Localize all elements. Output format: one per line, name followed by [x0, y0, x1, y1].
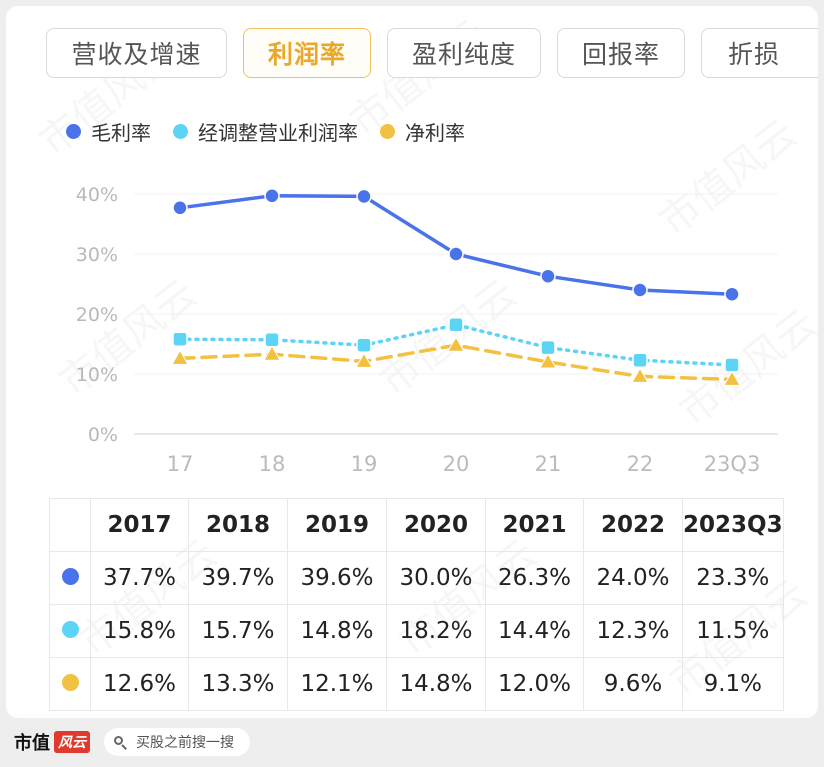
table-cell: 12.3%	[583, 604, 683, 658]
legend-net-margin-dot	[380, 123, 395, 139]
table-header-cell: 2017	[90, 498, 189, 552]
table-header-cell: 2019	[287, 498, 387, 552]
data-point	[172, 200, 188, 216]
y-tick-label: 40%	[76, 184, 118, 206]
table-cell: 15.7%	[188, 604, 288, 658]
legend-gross-margin-dot	[66, 123, 81, 139]
chart-card: 市值风云市值风云市值风云市值风云市值风云市值风云市值风云市值风云市值风云 营收及…	[6, 6, 818, 718]
table-cell: 15.8%	[90, 604, 189, 658]
legend-net-margin-label: 净利率	[405, 120, 465, 145]
data-point	[447, 336, 465, 352]
data-point	[172, 331, 188, 347]
row-marker	[49, 657, 91, 711]
table-cell: 12.6%	[90, 657, 189, 711]
row-marker	[49, 551, 91, 605]
data-point	[356, 337, 372, 353]
table-cell: 14.8%	[287, 604, 387, 658]
data-point	[632, 352, 648, 368]
table-row-adjusted-operating-margin: 15.8% 15.7% 14.8% 18.2% 14.4% 12.3% 11.5…	[49, 604, 784, 658]
table-header-cell: 2023Q3	[682, 498, 784, 552]
legend-gross-margin-label: 毛利率	[91, 120, 151, 145]
y-tick-label: 20%	[76, 304, 118, 326]
chart-legend: 毛利率 经调整营业利润率 净利率	[66, 116, 487, 146]
search-text: 买股之前搜一搜	[136, 735, 234, 751]
x-tick-label: 19	[351, 452, 378, 476]
table-header-row: 2017 2018 2019 2020 2021 2022 2023Q3	[49, 498, 784, 552]
y-tick-label: 0%	[88, 424, 118, 446]
data-point	[540, 339, 556, 356]
tab-revenue-growth[interactable]: 营收及增速	[46, 28, 227, 78]
data-point	[631, 367, 649, 383]
table-cell: 26.3%	[485, 551, 584, 605]
tab-bar: 营收及增速 利润率 盈利纯度 回报率 折损	[46, 28, 818, 84]
table-header-cell: 2020	[386, 498, 486, 552]
tab-return-rate[interactable]: 回报率	[557, 28, 685, 78]
adjusted-operating-margin-dot	[61, 621, 79, 638]
table-corner	[49, 498, 91, 552]
table-cell: 12.0%	[485, 657, 584, 711]
brand-logo[interactable]: 市值 风云	[14, 729, 90, 755]
data-point	[724, 286, 740, 302]
table-cell: 39.6%	[287, 551, 387, 605]
x-tick-label: 22	[627, 452, 654, 476]
net-margin-dot	[61, 674, 79, 691]
tab-depreciation[interactable]: 折损	[701, 28, 818, 78]
table-cell: 18.2%	[386, 604, 486, 658]
table-cell: 23.3%	[682, 551, 784, 605]
table-cell: 24.0%	[583, 551, 683, 605]
table-row-gross-margin: 37.7% 39.7% 39.6% 30.0% 26.3% 24.0% 23.3…	[49, 551, 784, 605]
brand-logo-mark: 风云	[54, 731, 90, 753]
data-point	[724, 357, 740, 373]
legend-adjusted-operating-margin-label: 经调整营业利润率	[198, 120, 358, 145]
data-table: 2017 2018 2019 2020 2021 2022 2023Q3 37.…	[49, 498, 784, 711]
data-point	[356, 188, 372, 205]
footer: 市值 风云 买股之前搜一搜	[14, 727, 250, 757]
x-tick-label: 23Q3	[704, 452, 761, 476]
table-header-cell: 2018	[188, 498, 288, 552]
legend-adjusted-operating-margin[interactable]: 经调整营业利润率	[173, 117, 358, 146]
data-point	[723, 370, 741, 386]
x-tick-label: 17	[167, 452, 194, 476]
data-point	[632, 282, 648, 298]
x-tick-label: 18	[259, 452, 286, 476]
row-marker	[49, 604, 91, 658]
line-chart: 0% 10% 20% 30% 40% 17 18 19 20 21 22 23Q3	[76, 184, 778, 476]
gross-margin-dot	[61, 568, 79, 585]
legend-gross-margin[interactable]: 毛利率	[66, 117, 151, 146]
table-row-net-margin: 12.6% 13.3% 12.1% 14.8% 12.0% 9.6% 9.1%	[49, 657, 784, 711]
x-tick-label: 20	[443, 452, 470, 476]
legend-net-margin[interactable]: 净利率	[380, 117, 465, 146]
tab-profit-margin[interactable]: 利润率	[243, 28, 371, 78]
table-cell: 14.4%	[485, 604, 584, 658]
table-cell: 14.8%	[386, 657, 486, 711]
brand-name: 市值	[14, 733, 50, 754]
search-icon	[114, 736, 127, 750]
data-point	[264, 332, 280, 348]
tab-profit-purity[interactable]: 盈利纯度	[387, 28, 541, 78]
y-tick-label: 30%	[76, 244, 118, 266]
series-line-0	[178, 194, 734, 296]
x-tick-label: 21	[535, 452, 562, 476]
table-cell: 9.1%	[682, 657, 784, 711]
table-cell: 12.1%	[287, 657, 387, 711]
table-header-cell: 2021	[485, 498, 584, 552]
data-point	[448, 246, 464, 262]
table-header-cell: 2022	[583, 498, 683, 552]
data-point	[263, 345, 281, 361]
data-point	[540, 268, 556, 284]
search-box[interactable]: 买股之前搜一搜	[104, 728, 250, 756]
table-cell: 30.0%	[386, 551, 486, 605]
data-point	[171, 349, 189, 365]
table-cell: 11.5%	[682, 604, 784, 658]
table-cell: 39.7%	[188, 551, 288, 605]
table-cell: 13.3%	[188, 657, 288, 711]
legend-adjusted-operating-margin-dot	[173, 123, 188, 139]
data-point	[539, 352, 557, 369]
table-cell: 37.7%	[90, 551, 189, 605]
data-point	[355, 352, 373, 368]
y-tick-label: 10%	[76, 364, 118, 386]
data-point	[448, 317, 464, 333]
table-cell: 9.6%	[583, 657, 683, 711]
data-point	[264, 188, 280, 204]
